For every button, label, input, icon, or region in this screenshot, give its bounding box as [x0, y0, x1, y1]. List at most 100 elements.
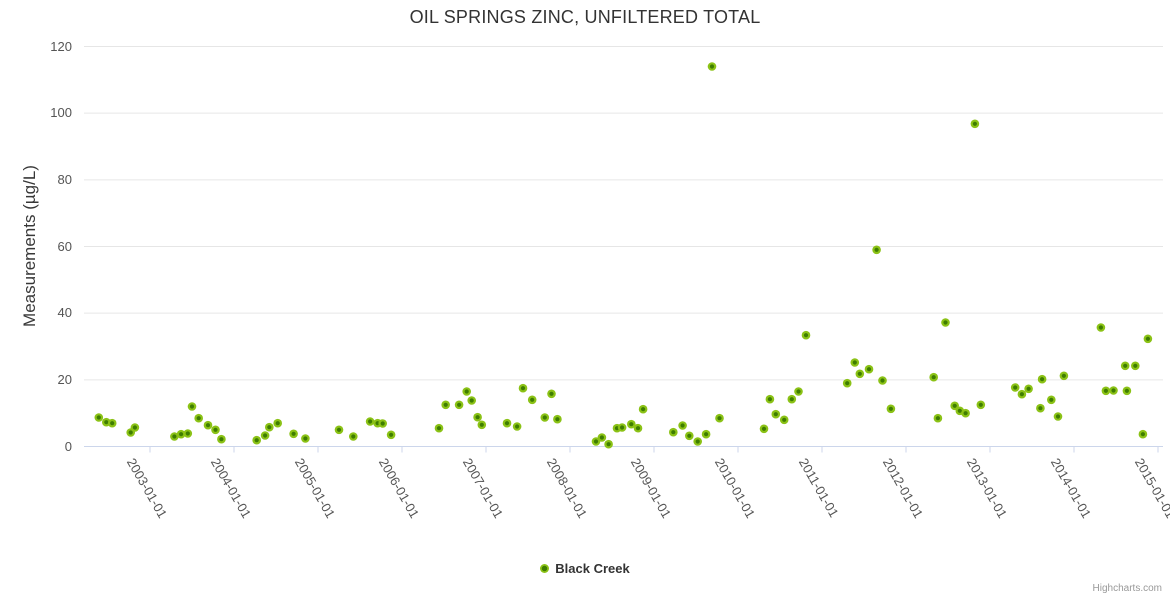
data-point-center [469, 398, 474, 403]
data-point-center [504, 421, 510, 426]
data-point-center [267, 425, 272, 430]
data-point-center [963, 411, 968, 416]
y-axis-tick-label: 60 [57, 238, 72, 254]
data-point-center [336, 427, 342, 432]
data-point-center [888, 406, 894, 411]
data-point-center [845, 381, 850, 386]
data-point-center [635, 426, 641, 431]
legend-label: Black Creek [555, 561, 630, 576]
data-point-center [368, 419, 373, 424]
data-point-center [520, 386, 526, 391]
data-point-center [515, 424, 520, 429]
data-point-center [549, 391, 554, 396]
chart-title: OIL SPRINGS ZINC, UNFILTERED TOTAL [409, 7, 761, 27]
y-axis-tick-label: 80 [57, 171, 72, 187]
data-point-center [291, 431, 296, 436]
data-point-center [952, 403, 957, 408]
data-point-center [1098, 325, 1103, 330]
data-point-center [978, 402, 983, 407]
data-point-center [1055, 414, 1061, 419]
data-point-center [1123, 363, 1128, 368]
y-axis-tick-label: 0 [64, 438, 72, 454]
data-point-center [1038, 406, 1043, 411]
data-point-center [1049, 397, 1054, 402]
data-point-center [172, 434, 177, 439]
data-point-center [389, 432, 394, 437]
data-point-center [957, 408, 962, 413]
data-point-center [530, 397, 535, 402]
data-point-center [687, 433, 692, 438]
data-point-center [275, 421, 280, 426]
data-point-center [464, 389, 469, 394]
data-point-center [599, 435, 605, 440]
legend-item-black-creek[interactable]: Black Creek [540, 561, 630, 576]
data-point-center [1040, 377, 1045, 382]
data-point-center [1145, 336, 1150, 341]
data-point-center [972, 121, 978, 126]
data-point-center [475, 415, 480, 420]
data-point-center [852, 360, 857, 365]
legend-marker-icon [540, 564, 550, 573]
data-point-center [629, 422, 634, 427]
data-point-center [351, 434, 356, 439]
data-point-center [782, 417, 787, 422]
data-point-center [931, 375, 936, 380]
data-point-center [128, 430, 133, 435]
data-point-center [606, 442, 611, 447]
data-point-center [555, 417, 560, 422]
data-point-center [179, 432, 184, 437]
data-point-center [935, 416, 941, 421]
legend: Black Creek [0, 561, 1170, 576]
data-point-center [680, 423, 685, 428]
data-point-center [443, 402, 448, 407]
data-point-center [866, 367, 872, 372]
data-point-center [132, 425, 137, 430]
data-point-center [254, 438, 259, 443]
data-point-center [303, 436, 308, 441]
data-point-center [542, 415, 547, 420]
data-point-center [104, 420, 109, 425]
data-point-center [796, 389, 801, 394]
data-point-center [380, 421, 385, 426]
y-axis-tick-label: 20 [57, 371, 72, 387]
data-point-center [789, 397, 794, 402]
y-axis-tick-label: 40 [57, 305, 72, 321]
data-point-center [96, 415, 101, 420]
data-point-center [717, 416, 722, 421]
data-point-center [773, 412, 778, 417]
data-point-center [110, 421, 115, 426]
data-point-center [196, 416, 201, 421]
data-point-center [1133, 363, 1138, 368]
data-point-center [1103, 388, 1108, 393]
highcharts-credit-link[interactable]: Highcharts.com [1092, 583, 1162, 594]
data-point-center [1026, 386, 1031, 391]
data-point-center [641, 407, 646, 412]
data-point-center [593, 439, 599, 444]
data-point-center [1111, 388, 1116, 393]
y-axis-tick-label: 120 [50, 38, 72, 54]
data-point-center [189, 404, 195, 409]
data-point-center [205, 423, 211, 428]
data-point-center [874, 247, 879, 252]
data-point-center [1140, 432, 1145, 437]
data-point-center [1013, 385, 1018, 390]
data-point-center [671, 430, 676, 435]
data-point-center [943, 320, 948, 325]
data-point-center [436, 426, 442, 431]
data-point-center [704, 432, 709, 437]
data-point-center [263, 433, 268, 438]
data-point-center [761, 426, 767, 431]
data-point-center [880, 378, 885, 383]
data-point-center [767, 397, 773, 402]
data-point-center [709, 64, 715, 69]
data-point-center [857, 371, 862, 376]
data-point-center [185, 431, 190, 436]
data-point-center [457, 402, 462, 407]
data-point-center [1061, 373, 1066, 378]
data-point-center [1124, 388, 1129, 393]
data-point-center [213, 427, 218, 432]
data-point-center [479, 422, 484, 427]
data-point-center [695, 439, 700, 444]
